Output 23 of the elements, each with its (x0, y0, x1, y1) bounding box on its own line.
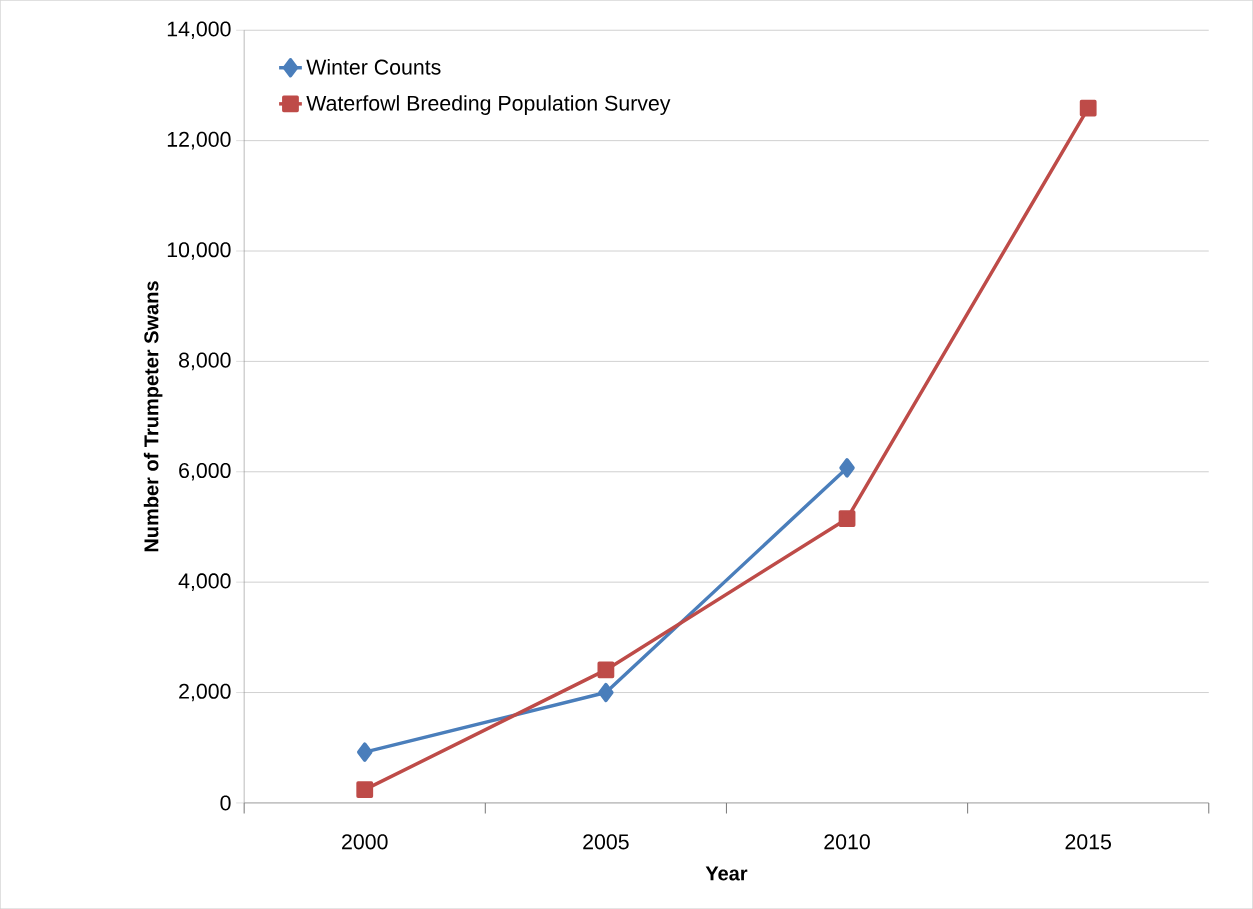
point (357, 742, 373, 762)
x-tick-label: 2005 (583, 834, 629, 850)
x-axis-title: Year (705, 866, 748, 881)
point (356, 781, 374, 799)
point (839, 458, 855, 478)
y-tick-label: 6,000 (179, 462, 231, 481)
point (597, 661, 615, 679)
y-tick-label: 14,000 (167, 21, 231, 39)
y-tick-label: 0 (220, 795, 231, 811)
y-tick-label: 2,000 (179, 683, 231, 702)
point (598, 682, 614, 703)
point (1079, 99, 1097, 117)
x-tick-label: 2015 (1065, 834, 1111, 850)
legend-label: Winter Counts (306, 58, 441, 75)
x-tick-label: 2010 (824, 834, 870, 850)
point (838, 510, 856, 528)
y-tick-label: 10,000 (167, 242, 231, 260)
y-tick-label: 12,000 (167, 131, 231, 150)
legend-label: Waterfowl Breeding Population Survey (306, 95, 671, 115)
y-axis-title: Number of Trumpeter Swans (143, 281, 163, 552)
x-tick-label: 2000 (342, 834, 388, 850)
y-tick-label: 4,000 (178, 573, 231, 591)
y-tick-label: 8,000 (179, 352, 231, 371)
